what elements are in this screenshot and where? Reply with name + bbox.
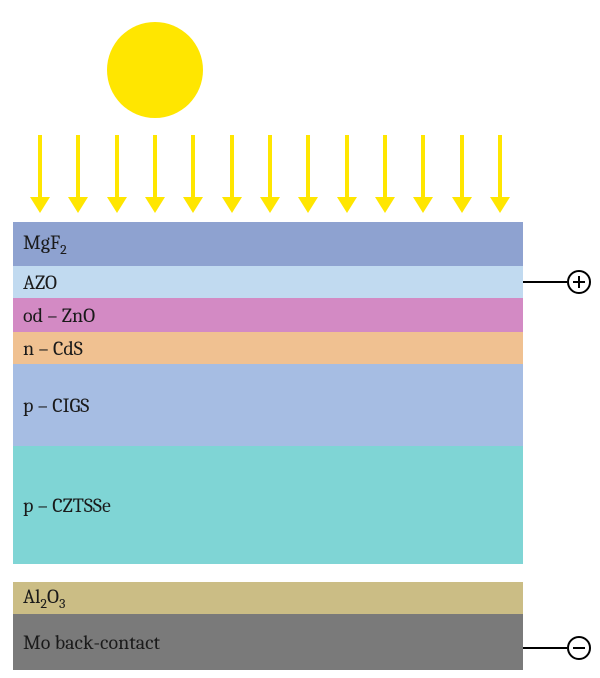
- positive-terminal-icon: [567, 270, 591, 294]
- light-arrow: [260, 135, 280, 213]
- layer-label: Al2O3: [23, 585, 65, 612]
- layer-label: od – ZnO: [23, 304, 95, 327]
- light-arrows: [30, 135, 510, 213]
- light-arrow: [107, 135, 127, 213]
- layer-4: p – CIGS: [13, 364, 523, 446]
- sun-icon: [107, 22, 203, 118]
- negative-terminal-icon: [567, 636, 591, 660]
- solar-cell-diagram: MgF2 AZO od – ZnO n – CdS p – CIGS p – CZTSSe…: [0, 0, 600, 678]
- layer-0: MgF2: [13, 222, 523, 266]
- negative-lead: [523, 647, 567, 649]
- light-arrow: [30, 135, 50, 213]
- light-arrow: [375, 135, 395, 213]
- layer-1: AZO: [13, 266, 523, 298]
- light-arrow: [337, 135, 357, 213]
- layer-label: Mo back-contact: [23, 631, 160, 654]
- positive-lead: [523, 281, 567, 283]
- layer-6: [13, 564, 523, 582]
- light-arrow: [490, 135, 510, 213]
- light-arrow: [298, 135, 318, 213]
- layer-label: n – CdS: [23, 337, 83, 360]
- light-arrow: [222, 135, 242, 213]
- layer-label: MgF2: [23, 231, 67, 258]
- layer-8: Mo back-contact: [13, 614, 523, 670]
- layer-3: n – CdS: [13, 332, 523, 364]
- layer-7: Al2O3: [13, 582, 523, 614]
- layer-label: p – CZTSSe: [23, 494, 111, 517]
- light-arrow: [68, 135, 88, 213]
- layer-label: AZO: [23, 271, 57, 294]
- layer-2: od – ZnO: [13, 298, 523, 332]
- layer-stack: MgF2 AZO od – ZnO n – CdS p – CIGS p – CZTSSe…: [13, 222, 523, 670]
- layer-5: p – CZTSSe: [13, 446, 523, 564]
- light-arrow: [452, 135, 472, 213]
- light-arrow: [183, 135, 203, 213]
- layer-label: p – CIGS: [23, 394, 89, 417]
- light-arrow: [413, 135, 433, 213]
- light-arrow: [145, 135, 165, 213]
